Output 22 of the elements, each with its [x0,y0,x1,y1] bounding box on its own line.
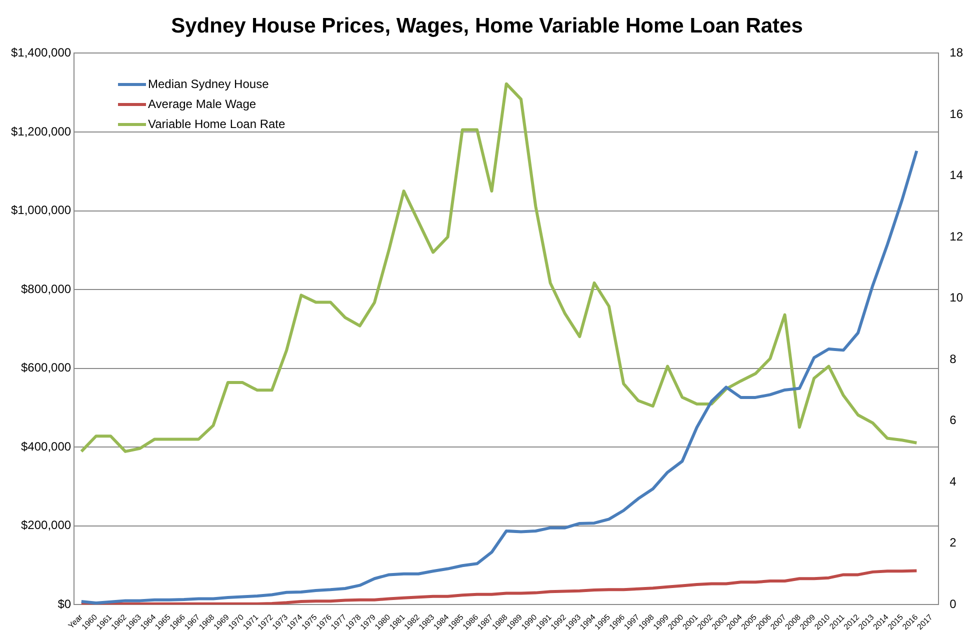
y2-tick-label: 4 [950,474,957,488]
y-tick-label: $1,400,000 [10,46,72,60]
legend-label: Variable Home Loan Rate [148,116,286,133]
y-tick-label: $1,200,000 [10,124,72,138]
y-tick-label: $0 [58,596,72,611]
y2-tick-label: 2 [950,536,957,550]
y2-tick-label: 14 [950,168,964,182]
legend-label: Average Male Wage [148,96,256,113]
legend-label: Median Sydney House [148,76,269,93]
y2-tick-label: 8 [950,352,957,366]
y-tick-label: $400,000 [20,439,72,454]
y-tick-label: $200,000 [20,518,72,532]
chart-title: Sydney House Prices, Wages, Home Variable Home Loan Rates [171,14,803,38]
y-tick-label: $800,000 [20,282,72,296]
y-tick-label: $1,000,000 [10,203,72,218]
y2-tick-label: 10 [950,290,964,305]
y2-tick-label: 18 [950,46,964,60]
y2-tick-label: 12 [950,229,964,244]
y-tick-label: $600,000 [20,360,72,375]
y2-tick-label: 6 [950,413,957,428]
y2-tick-label: 0 [950,596,957,611]
y2-tick-label: 16 [950,106,964,121]
